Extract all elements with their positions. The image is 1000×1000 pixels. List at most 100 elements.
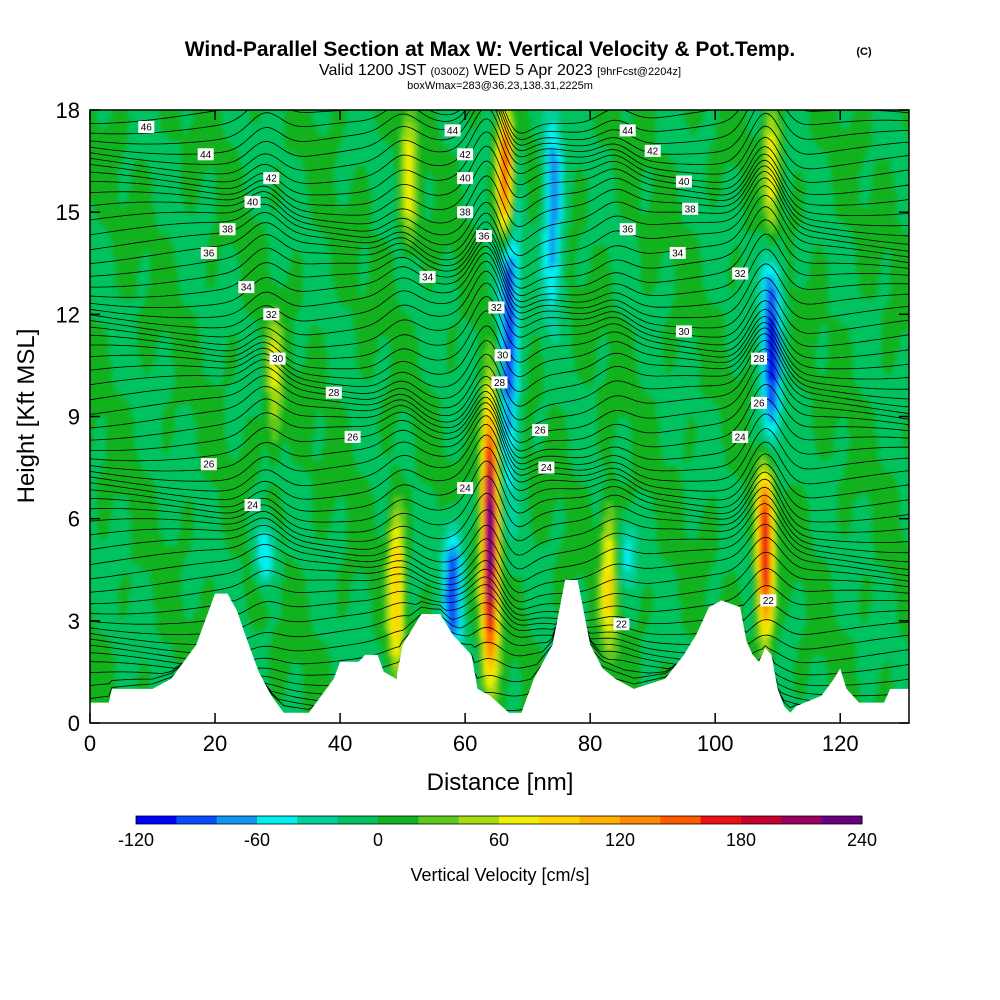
- w-cell: [233, 122, 238, 129]
- w-cell: [158, 195, 163, 203]
- w-cell: [130, 582, 135, 589]
- w-cell: [115, 661, 119, 669]
- w-cell: [258, 183, 263, 191]
- w-cell: [161, 673, 166, 681]
- w-cell: [268, 128, 272, 136]
- w-cell: [224, 563, 229, 571]
- w-cell: [105, 275, 110, 283]
- w-cell: [146, 447, 150, 454]
- w-cell: [274, 342, 279, 350]
- valid-prefix: Valid 1200 JST: [319, 62, 427, 79]
- w-cell: [271, 404, 276, 411]
- w-cell: [133, 134, 138, 142]
- w-cell: [105, 250, 110, 258]
- w-cell: [193, 287, 197, 295]
- w-cell: [205, 532, 210, 540]
- w-cell: [243, 416, 247, 424]
- w-cell: [93, 606, 97, 614]
- w-cell: [161, 349, 166, 356]
- w-cell: [180, 441, 185, 448]
- w-cell: [215, 306, 219, 313]
- w-cell: [271, 422, 276, 430]
- w-cell: [133, 379, 138, 387]
- copyright-mark: (C): [856, 46, 872, 58]
- w-cell: [261, 526, 266, 534]
- w-cell: [199, 551, 204, 559]
- w-cell: [261, 532, 266, 540]
- w-cell: [190, 465, 194, 473]
- w-cell: [211, 557, 216, 565]
- w-cell: [93, 551, 97, 559]
- w-cell: [158, 520, 163, 528]
- w-cell: [161, 404, 166, 411]
- w-cell: [343, 502, 347, 510]
- w-cell: [108, 569, 113, 577]
- w-cell: [133, 361, 138, 369]
- w-cell: [277, 539, 282, 546]
- w-cell: [152, 159, 157, 166]
- w-cell: [108, 250, 113, 258]
- w-cell: [143, 594, 147, 601]
- w-cell: [136, 631, 141, 638]
- w-cell: [177, 214, 182, 221]
- w-cell: [158, 490, 163, 497]
- w-cell: [96, 624, 100, 632]
- w-cell: [324, 244, 329, 252]
- w-cell: [261, 122, 266, 129]
- w-cell: [140, 416, 144, 424]
- w-cell: [127, 398, 132, 405]
- w-cell: [302, 349, 307, 356]
- w-cell: [115, 624, 119, 632]
- w-cell: [118, 643, 122, 651]
- w-cell: [202, 490, 207, 497]
- w-cell: [261, 539, 266, 546]
- w-cell: [96, 257, 100, 264]
- w-cell: [249, 643, 254, 651]
- w-cell: [190, 250, 194, 258]
- w-cell: [230, 434, 235, 442]
- w-cell: [127, 367, 132, 375]
- w-cell: [233, 391, 238, 399]
- w-cell: [99, 122, 104, 129]
- w-cell: [252, 128, 257, 136]
- w-cell: [165, 520, 169, 528]
- w-cell: [146, 459, 150, 467]
- w-cell: [274, 373, 279, 381]
- w-cell: [183, 269, 188, 277]
- w-cell: [183, 594, 188, 601]
- w-cell: [146, 612, 150, 620]
- w-cell: [146, 379, 150, 387]
- w-cell: [124, 539, 129, 546]
- w-cell: [230, 287, 235, 295]
- w-cell: [196, 293, 201, 301]
- w-cell: [96, 416, 100, 424]
- w-cell: [352, 361, 357, 369]
- w-cell: [193, 263, 197, 270]
- w-cell: [193, 471, 197, 479]
- w-cell: [265, 201, 269, 209]
- w-cell: [174, 152, 179, 160]
- w-cell: [180, 250, 185, 258]
- w-cell: [155, 496, 160, 503]
- w-cell: [143, 275, 147, 283]
- w-cell: [118, 569, 122, 577]
- w-cell: [111, 575, 116, 583]
- w-cell: [124, 312, 129, 320]
- w-cell: [133, 324, 138, 332]
- w-cell: [165, 459, 169, 467]
- w-cell: [193, 545, 197, 552]
- w-cell: [252, 336, 257, 344]
- w-cell: [252, 146, 257, 154]
- w-cell: [224, 582, 229, 589]
- w-cell: [99, 459, 104, 467]
- w-cell: [258, 349, 263, 356]
- w-cell: [118, 324, 122, 332]
- w-cell: [158, 355, 163, 362]
- w-cell: [146, 575, 150, 583]
- w-cell: [177, 483, 182, 491]
- w-cell: [140, 428, 144, 436]
- w-cell: [208, 490, 213, 497]
- w-cell: [190, 116, 194, 123]
- w-cell: [177, 502, 182, 510]
- w-cell: [196, 588, 201, 595]
